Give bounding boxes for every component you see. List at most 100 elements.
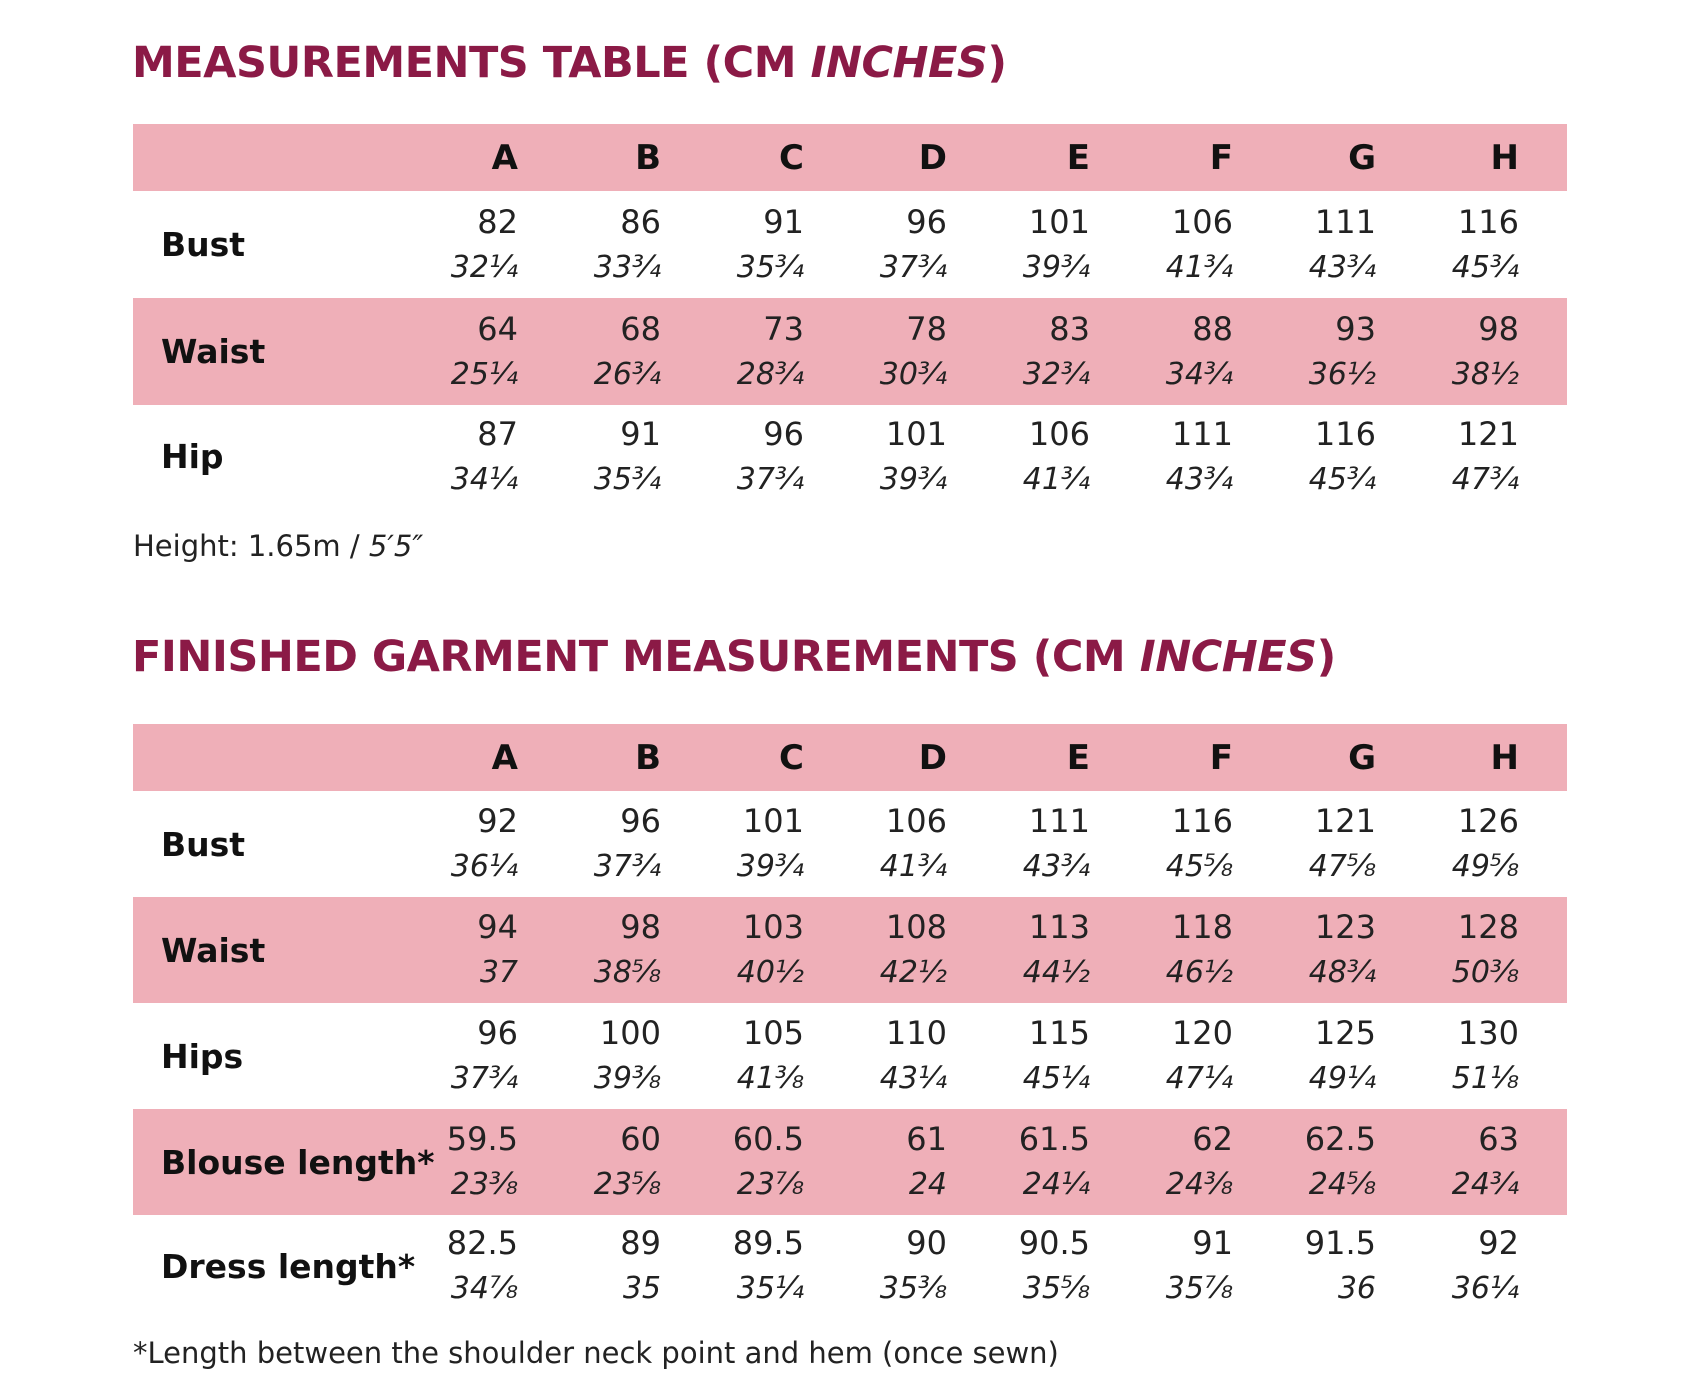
- inch-value: 43¼: [879, 1061, 947, 1096]
- inch-value: 37¾: [450, 1061, 518, 1096]
- inch-value: 28¾: [736, 356, 804, 392]
- inch-value: 38⅝: [593, 955, 661, 990]
- inch-value: 35⅞: [1165, 1271, 1233, 1306]
- inch-value: 23⅞: [736, 1167, 804, 1202]
- measurement-cell: 96 37¾: [423, 1003, 566, 1109]
- inch-value: 49⅝: [1451, 849, 1519, 884]
- header-corner: [133, 724, 423, 791]
- cm-value: 101: [885, 414, 947, 453]
- measurement-cell: 115 45¼: [995, 1003, 1138, 1109]
- inch-value: 45¾: [1451, 249, 1519, 285]
- cm-value: 106: [1171, 202, 1233, 241]
- cm-value: 93: [1335, 309, 1376, 348]
- inch-value: 37¾: [593, 849, 661, 884]
- cm-value: 90.5: [1018, 1224, 1090, 1262]
- measurements-table: A B C D E F G H Bust 82 32¼ 86 33¾ 91 35¾ 96 37¾…: [133, 124, 1567, 508]
- inch-value: 51⅛: [1451, 1061, 1519, 1096]
- cm-value: 111: [1028, 802, 1090, 840]
- inch-value: 24⅝: [1308, 1167, 1376, 1202]
- cm-value: 96: [906, 202, 947, 241]
- inch-value: 47¾: [1451, 461, 1519, 497]
- measurements-table-title: MEASUREMENTS TABLE (CM INCHES): [132, 38, 1007, 88]
- measurement-cell: 60 23⅝: [566, 1109, 709, 1215]
- inch-value: 36¼: [450, 849, 518, 884]
- cm-value: 89.5: [732, 1224, 804, 1262]
- measurement-cell: 96 37¾: [566, 791, 709, 897]
- measurement-cell: 64 25¼: [423, 298, 566, 405]
- measurement-cell: 68 26¾: [566, 298, 709, 405]
- inch-value: 36½: [1308, 356, 1376, 392]
- cm-value: 87: [477, 414, 518, 453]
- cm-value: 121: [1457, 414, 1519, 453]
- measurement-cell: 120 47¼: [1138, 1003, 1281, 1109]
- table-row: Hip 87 34¼ 91 35¾ 96 37¾ 101 39¾ 106 41¾ 111 43¾ 116 4…: [133, 405, 1567, 508]
- measurement-cell: 101 39¾: [995, 191, 1138, 298]
- cm-value: 111: [1171, 414, 1233, 453]
- measurement-cell: 130 51⅛: [1424, 1003, 1567, 1109]
- inch-value: 34¼: [450, 461, 518, 497]
- cm-value: 68: [620, 309, 661, 348]
- size-header: B: [635, 137, 661, 178]
- inch-value: 33¾: [593, 249, 661, 285]
- table-row: Bust 82 32¼ 86 33¾ 91 35¾ 96 37¾ 101 39¾ 106 41¾ 111 4…: [133, 191, 1567, 298]
- measurement-cell: 125 49¼: [1281, 1003, 1424, 1109]
- cm-value: 64: [477, 309, 518, 348]
- inch-value: 45¼: [1022, 1061, 1090, 1096]
- measurement-cell: 126 49⅝: [1424, 791, 1567, 897]
- measurement-cell: 89.5 35¼: [709, 1215, 852, 1317]
- inch-value: 40½: [736, 955, 804, 990]
- measurement-cell: 62.5 24⅝: [1281, 1109, 1424, 1215]
- row-label: Waist: [161, 930, 266, 970]
- inch-value: 45⅝: [1165, 849, 1233, 884]
- row-label: Hip: [161, 437, 224, 476]
- cm-value: 88: [1192, 309, 1233, 348]
- measurement-cell: 110 43¼: [852, 1003, 995, 1109]
- measurement-cell: 108 42½: [852, 897, 995, 1003]
- measurement-cell: 90 35⅜: [852, 1215, 995, 1317]
- cm-value: 82: [477, 202, 518, 241]
- inch-value: 43¾: [1022, 849, 1090, 884]
- inch-value: 39¾: [1022, 249, 1090, 285]
- row-label: Hips: [161, 1036, 244, 1076]
- inch-value: 24¼: [1022, 1167, 1090, 1202]
- inch-value: 35: [622, 1271, 661, 1306]
- size-header: H: [1490, 737, 1519, 778]
- inch-value: 25¼: [450, 356, 518, 392]
- cm-value: 60: [620, 1120, 661, 1158]
- inch-value: 24¾: [1451, 1167, 1519, 1202]
- cm-value: 100: [599, 1014, 661, 1052]
- measurement-cell: 106 41¾: [995, 405, 1138, 508]
- measurement-cell: 92 36¼: [1424, 1215, 1567, 1317]
- inch-value: 26¾: [593, 356, 661, 392]
- inch-value: 34¾: [1165, 356, 1233, 392]
- cm-value: 61.5: [1018, 1120, 1090, 1158]
- measurement-cell: 123 48¾: [1281, 897, 1424, 1003]
- size-header: G: [1348, 737, 1376, 778]
- inch-value: 46½: [1165, 955, 1233, 990]
- cm-value: 83: [1049, 309, 1090, 348]
- cm-value: 96: [620, 802, 661, 840]
- cm-value: 82.5: [446, 1224, 518, 1262]
- cm-value: 59.5: [446, 1120, 518, 1158]
- inch-value: 34⅞: [450, 1271, 518, 1306]
- measurement-cell: 87 34¼: [423, 405, 566, 508]
- measurement-cell: 128 50⅜: [1424, 897, 1567, 1003]
- cm-value: 116: [1457, 202, 1519, 241]
- measurement-cell: 91 35⅞: [1138, 1215, 1281, 1317]
- inch-value: 48¾: [1308, 955, 1376, 990]
- size-header: C: [779, 137, 804, 178]
- measurement-cell: 111 43¾: [1138, 405, 1281, 508]
- cm-value: 108: [885, 908, 947, 946]
- inch-value: 36¼: [1451, 1271, 1519, 1306]
- inch-value: 32¼: [450, 249, 518, 285]
- inch-value: 39¾: [736, 849, 804, 884]
- measurement-cell: 98 38⅝: [566, 897, 709, 1003]
- measurement-cell: 94 37: [423, 897, 566, 1003]
- inch-value: 39¾: [879, 461, 947, 497]
- inch-value: 23⅝: [593, 1167, 661, 1202]
- measurement-cell: 60.5 23⅞: [709, 1109, 852, 1215]
- inch-value: 30¾: [879, 356, 947, 392]
- cm-value: 116: [1171, 802, 1233, 840]
- finished-garment-table: A B C D E F G H Bust 92 36¼ 96 37¾ 101 39¾ 106 4…: [133, 724, 1567, 1317]
- size-header: H: [1490, 137, 1519, 178]
